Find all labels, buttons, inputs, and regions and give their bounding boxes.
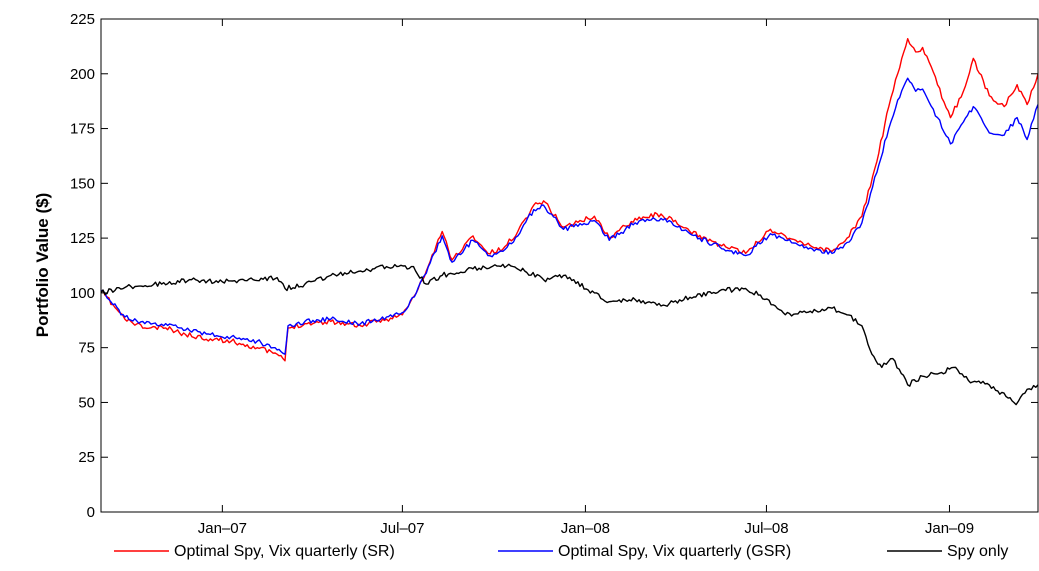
series-layer bbox=[101, 38, 1038, 406]
legend: Optimal Spy, Vix quarterly (SR) Optimal S… bbox=[114, 543, 1008, 560]
x-tick-label: Jul–07 bbox=[380, 520, 424, 537]
series-line-3 bbox=[101, 263, 1038, 406]
x-tick-label: Jul–08 bbox=[744, 520, 788, 537]
y-tick-label: 150 bbox=[70, 175, 95, 192]
series-line-2 bbox=[101, 77, 1038, 355]
plot-area bbox=[101, 19, 1038, 512]
legend-label: Optimal Spy, Vix quarterly (SR) bbox=[174, 543, 395, 560]
y-axis-title: Portfolio Value ($) bbox=[33, 193, 52, 338]
y-tick-label: 100 bbox=[70, 285, 95, 302]
y-tick-label: 50 bbox=[78, 394, 95, 411]
legend-label: Optimal Spy, Vix quarterly (GSR) bbox=[558, 543, 791, 560]
legend-item-1: Optimal Spy, Vix quarterly (SR) bbox=[114, 543, 395, 560]
y-tick-label: 25 bbox=[78, 449, 95, 466]
x-axis: Jan–07 Jul–07 Jan–08 Jul–08 Jan–09 bbox=[198, 19, 974, 537]
x-tick-label: Jan–09 bbox=[925, 520, 974, 537]
y-tick-label: 175 bbox=[70, 121, 95, 138]
y-tick-label: 0 bbox=[87, 504, 95, 521]
legend-item-2: Optimal Spy, Vix quarterly (GSR) bbox=[498, 543, 791, 560]
x-tick-label: Jan–08 bbox=[561, 520, 610, 537]
series-line-1 bbox=[101, 38, 1038, 362]
y-axis: 0 25 50 75 100 125 150 175 200 225 bbox=[70, 11, 1038, 521]
legend-item-3: Spy only bbox=[887, 543, 1008, 560]
y-tick-label: 125 bbox=[70, 230, 95, 247]
y-tick-label: 75 bbox=[78, 340, 95, 357]
plot-frame bbox=[100, 18, 1039, 513]
legend-label: Spy only bbox=[947, 543, 1008, 560]
y-tick-label: 225 bbox=[70, 11, 95, 28]
y-tick-label: 200 bbox=[70, 66, 95, 83]
x-tick-label: Jan–07 bbox=[198, 520, 247, 537]
